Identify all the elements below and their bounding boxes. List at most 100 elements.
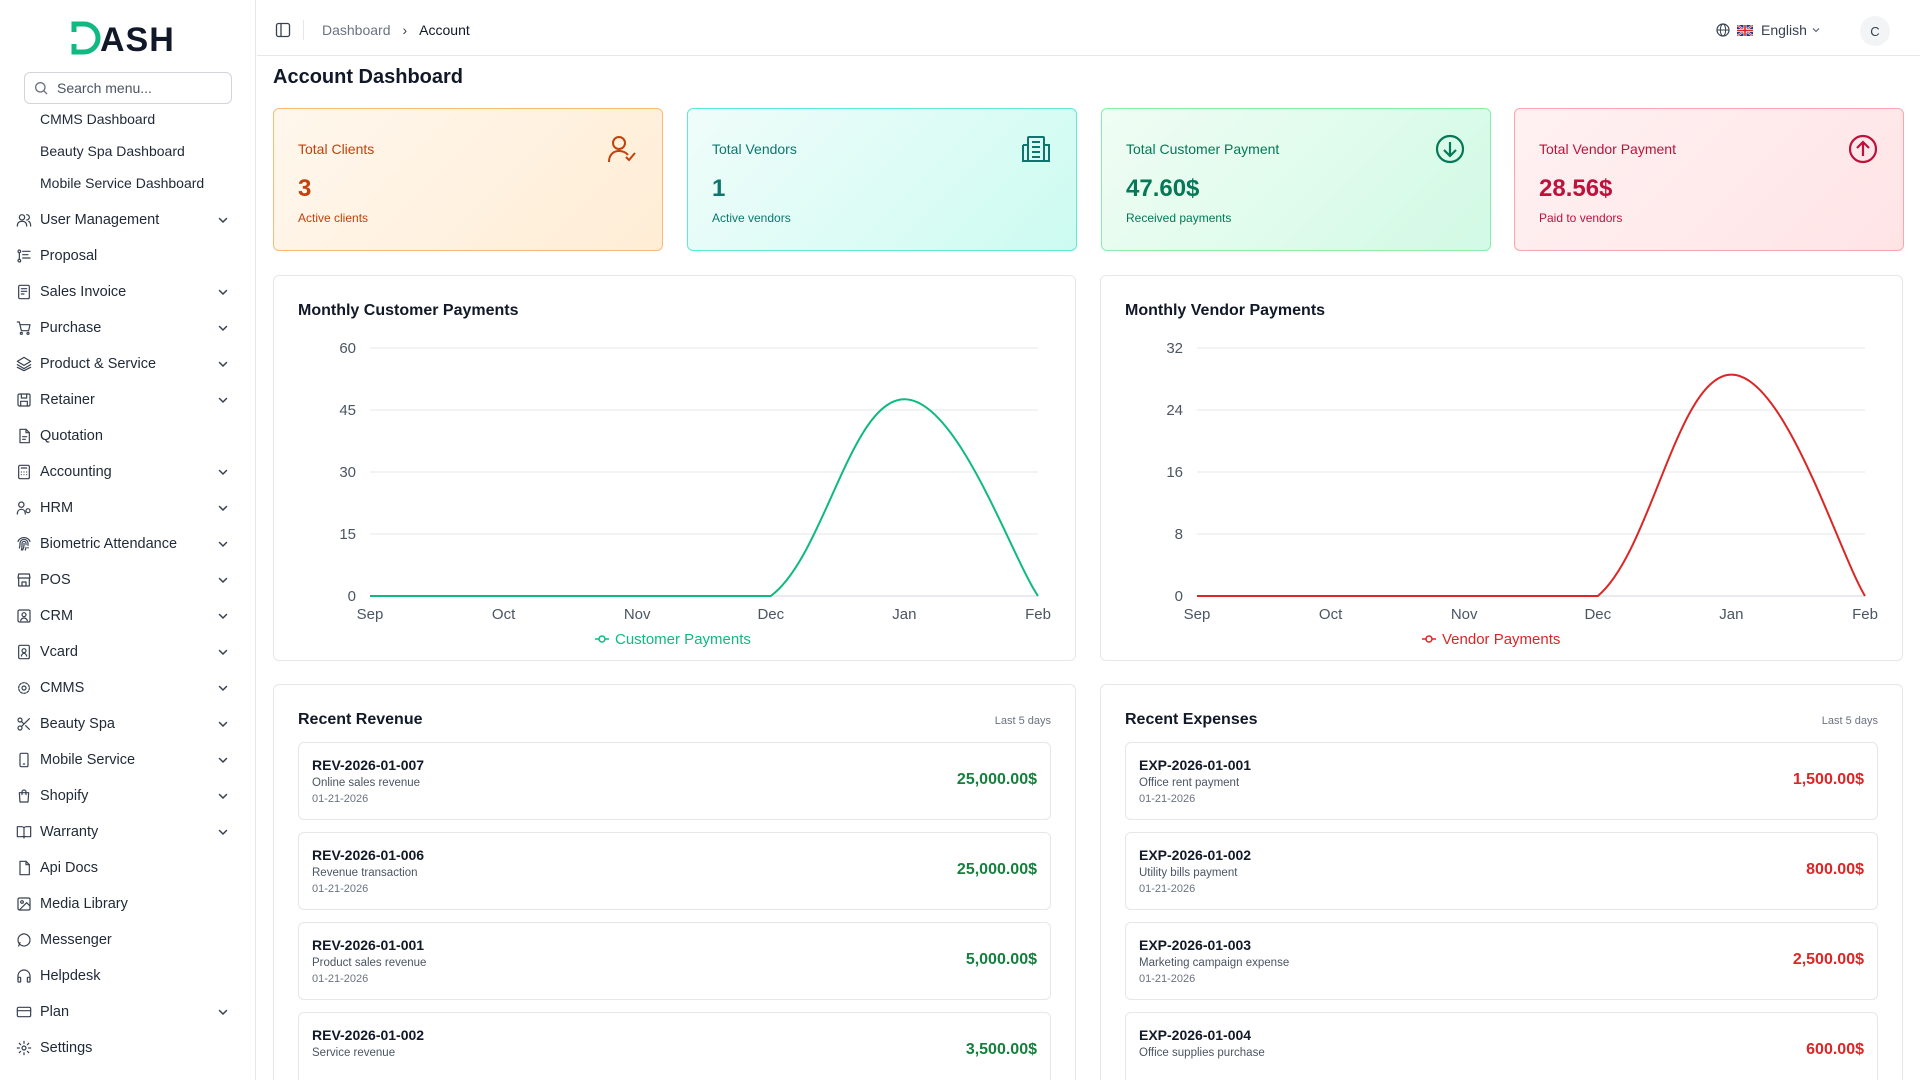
chevron-down-icon[interactable] [216, 465, 230, 479]
stat-label: Total Vendor Payment [1539, 141, 1676, 157]
uk-flag-icon [1737, 24, 1753, 36]
language-selector[interactable]: English [1715, 22, 1822, 38]
sidebar-item-label: Shopify [40, 788, 89, 804]
entry-reference: REV-2026-01-002 [312, 1027, 425, 1043]
sidebar-item-helpdesk[interactable]: Helpdesk [0, 958, 256, 994]
search-input[interactable] [57, 80, 227, 96]
sidebar-item-label: Proposal [40, 248, 98, 264]
sidebar-item-biometric-attendance[interactable]: Biometric Attendance [0, 526, 256, 562]
sidebar-item-vcard[interactable]: Vcard [0, 634, 256, 670]
sidebar-item-retainer[interactable]: Retainer [0, 382, 256, 418]
cart-icon [16, 320, 32, 336]
scissors-icon [16, 716, 32, 732]
sidebar-item-messenger[interactable]: Messenger [0, 922, 256, 958]
sidebar-item-proposal[interactable]: Proposal [0, 238, 256, 274]
language-label: English [1761, 22, 1807, 38]
page-title: Account Dashboard [273, 66, 464, 88]
invoice-icon [16, 284, 32, 300]
stat-label: Total Clients [298, 141, 375, 157]
vcard-icon [16, 644, 32, 660]
breadcrumb-dashboard[interactable]: Dashboard [322, 22, 391, 38]
chevron-down-icon[interactable] [216, 213, 230, 227]
revenue-entry[interactable]: REV-2026-01-006 Revenue transaction 01-21-… [298, 832, 1051, 910]
expense-entry[interactable]: EXP-2026-01-001 Office rent payment 01-21-… [1125, 742, 1878, 820]
chevron-down-icon[interactable] [216, 1005, 230, 1019]
stat-subtext: Active clients [298, 211, 369, 225]
entry-reference: REV-2026-01-006 [312, 847, 425, 863]
sidebar-item-label: CMMS [40, 680, 85, 696]
sidebar-item-product-service[interactable]: Product & Service [0, 346, 256, 382]
shopping-bag-icon [16, 788, 32, 804]
dash-logo[interactable]: ASH [70, 18, 190, 58]
submenu-beauty-spa-dashboard[interactable]: Beauty Spa Dashboard [40, 143, 185, 159]
expense-entry[interactable]: EXP-2026-01-003 Marketing campaign expens… [1125, 922, 1878, 1000]
contact-icon [16, 608, 32, 624]
sidebar-item-quotation[interactable]: Quotation [0, 418, 256, 454]
entry-amount: 3,500.00$ [965, 1041, 1037, 1058]
arrow-down-circle-icon [1435, 134, 1465, 164]
chevron-down-icon[interactable] [216, 393, 230, 407]
sidebar-item-plan[interactable]: Plan [0, 994, 256, 1030]
expense-entry[interactable]: EXP-2026-01-002 Utility bills payment 01-2… [1125, 832, 1878, 910]
sidebar-item-pos[interactable]: POS [0, 562, 256, 598]
user-avatar[interactable]: C [1860, 16, 1890, 46]
legend-label: Vendor Payments [1442, 631, 1560, 648]
chevron-down-icon[interactable] [216, 501, 230, 515]
chevron-down-icon[interactable] [216, 789, 230, 803]
chevron-down-icon[interactable] [216, 681, 230, 695]
chevron-down-icon [1812, 28, 1820, 33]
chevron-down-icon[interactable] [216, 825, 230, 839]
sidebar-item-accounting[interactable]: Accounting [0, 454, 256, 490]
headphones-icon [16, 968, 32, 984]
sidebar-item-user-management[interactable]: User Management [0, 202, 256, 238]
sidebar-item-hrm[interactable]: HRM [0, 490, 256, 526]
entry-reference: EXP-2026-01-004 [1139, 1027, 1252, 1043]
expense-entry[interactable]: EXP-2026-01-004 Office supplies purchase 6… [1125, 1012, 1878, 1080]
sidebar-item-sales-invoice[interactable]: Sales Invoice [0, 274, 256, 310]
revenue-entry[interactable]: REV-2026-01-001 Product sales revenue 01-2… [298, 922, 1051, 1000]
entry-description: Office supplies purchase [1139, 1047, 1265, 1059]
entry-amount: 1,500.00$ [1792, 771, 1864, 788]
chevron-down-icon[interactable] [216, 573, 230, 587]
recent-expenses-card: Recent Expenses Last 5 days EXP-2026-01-… [1100, 684, 1903, 1080]
sidebar-item-warranty[interactable]: Warranty [0, 814, 256, 850]
x-tick-label: Oct [1319, 606, 1343, 623]
entry-amount: 800.00$ [1806, 861, 1864, 878]
chevron-down-icon[interactable] [216, 285, 230, 299]
period-label: Last 5 days [994, 715, 1051, 727]
sidebar-item-mobile-service[interactable]: Mobile Service [0, 742, 256, 778]
search-icon [35, 82, 48, 95]
entry-description: Marketing campaign expense [1139, 957, 1290, 969]
entry-description: Service revenue [312, 1047, 396, 1059]
sidebar-item-beauty-spa[interactable]: Beauty Spa [0, 706, 256, 742]
chevron-down-icon[interactable] [216, 609, 230, 623]
search-box[interactable] [24, 72, 232, 104]
chevron-down-icon[interactable] [216, 717, 230, 731]
sidebar-toggle-icon[interactable] [275, 22, 291, 38]
chevron-down-icon[interactable] [216, 357, 230, 371]
sidebar-item-cmms[interactable]: CMMS [0, 670, 256, 706]
y-tick-label: 0 [1175, 588, 1183, 605]
message-icon [16, 932, 32, 948]
sidebar-item-media-library[interactable]: Media Library [0, 886, 256, 922]
sidebar-item-settings[interactable]: Settings [0, 1030, 256, 1066]
chevron-down-icon[interactable] [216, 645, 230, 659]
revenue-entry[interactable]: REV-2026-01-002 Service revenue 3,500.00$ [298, 1012, 1051, 1080]
user-check-icon [608, 136, 636, 163]
stat-value: 3 [298, 175, 312, 202]
submenu-cmms-dashboard[interactable]: CMMS Dashboard [40, 111, 156, 127]
x-tick-label: Nov [624, 606, 651, 623]
revenue-entry[interactable]: REV-2026-01-007 Online sales revenue 01-21… [298, 742, 1051, 820]
sidebar-item-crm[interactable]: CRM [0, 598, 256, 634]
customer-payments-chart: 0 15 30 45 60 Sep Oct Nov Dec Jan Feb Customer Paym… [339, 340, 1051, 648]
chevron-down-icon[interactable] [216, 537, 230, 551]
entry-description: Online sales revenue [312, 777, 421, 789]
chevron-down-icon[interactable] [216, 753, 230, 767]
sidebar-item-api-docs[interactable]: Api Docs [0, 850, 256, 886]
chevron-down-icon[interactable] [216, 321, 230, 335]
sidebar-item-shopify[interactable]: Shopify [0, 778, 256, 814]
submenu-mobile-service-dashboard[interactable]: Mobile Service Dashboard [40, 175, 205, 191]
y-tick-label: 24 [1166, 402, 1183, 419]
sidebar-item-purchase[interactable]: Purchase [0, 310, 256, 346]
logo-mark: ASH [70, 21, 174, 58]
